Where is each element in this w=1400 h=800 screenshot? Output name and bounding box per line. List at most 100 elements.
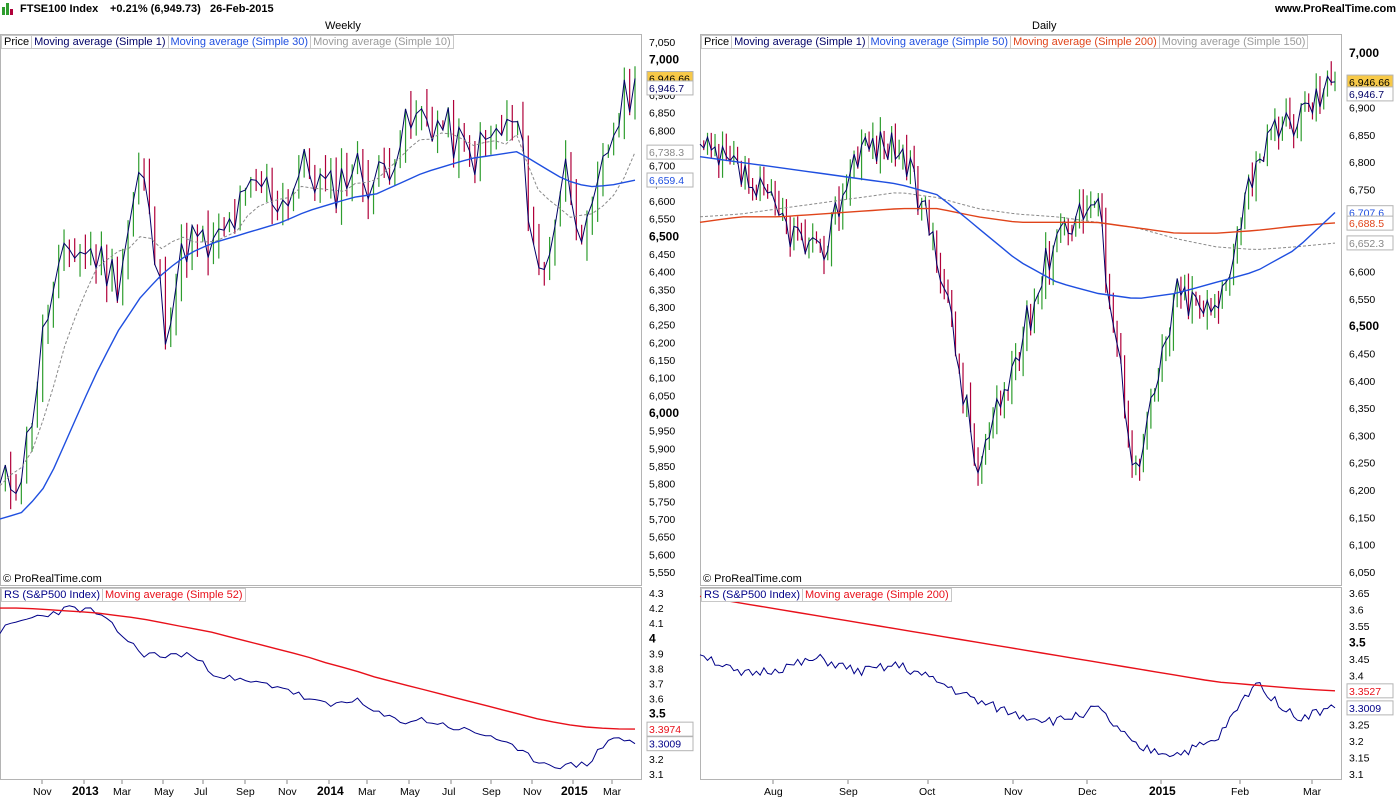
legend-ma10[interactable]: Moving average (Simple 10) — [310, 35, 454, 49]
weekly-axis-tick: 5,750 — [649, 496, 675, 508]
weekly-axis-tick: 5,650 — [649, 532, 675, 544]
weekly-rs-ma-value-text: 3.3974 — [649, 724, 681, 736]
legend-rs-ma200[interactable]: Moving average (Simple 200) — [802, 588, 952, 602]
weekly-axis-tick: 6,850 — [649, 108, 675, 120]
daily-rs-value-label: 3.3009 — [1346, 700, 1394, 716]
legend-ma150[interactable]: Moving average (Simple 150) — [1158, 35, 1309, 49]
weekly-ma30-line — [0, 150, 636, 520]
legend-rs[interactable]: RS (S&P500 Index) — [701, 588, 803, 602]
legend-ma200[interactable]: Moving average (Simple 200) — [1010, 35, 1160, 49]
x-tick-label: Nov — [33, 786, 52, 798]
weekly-axis-tick: 6,500 — [649, 229, 679, 243]
weekly-ma1-value-label: 6,946.7 — [646, 80, 694, 96]
weekly-axis-tick: 6,250 — [649, 320, 675, 332]
daily-title: Daily — [1032, 20, 1057, 32]
x-tick-label: Aug — [764, 786, 783, 798]
weekly-axis-tick: 5,900 — [649, 443, 675, 455]
legend-ma30[interactable]: Moving average (Simple 30) — [167, 35, 312, 49]
x-tick-label: Nov — [523, 786, 542, 798]
weekly-axis-tick: 6,100 — [649, 373, 675, 385]
weekly-ma10-value-label: 6,738.3 — [646, 144, 694, 160]
legend-ma50[interactable]: Moving average (Simple 50) — [867, 35, 1012, 49]
weekly-rs-value-text: 3.3009 — [649, 739, 681, 751]
daily-rs-axis-tick: 3.5 — [1349, 635, 1366, 649]
daily-legend: Price Moving average (Simple 1) Moving ave… — [701, 35, 1309, 49]
weekly-axis-tick: 6,150 — [649, 355, 675, 367]
daily-rs-line — [699, 653, 1336, 758]
x-tick-label: May — [400, 786, 421, 798]
weekly-rs-axis-tick: 4.3 — [649, 588, 664, 600]
weekly-rs-axis-tick: 3.9 — [649, 648, 664, 660]
daily-rs-chart[interactable]: 3.653.63.553.53.453.43.353.33.253.23.153… — [699, 587, 1400, 781]
daily-axis-tick: 6,550 — [1349, 294, 1375, 306]
x-tick-label: Jul — [442, 786, 455, 798]
weekly-ma10-value-box — [646, 144, 694, 160]
daily-rs-axis-tick: 3.45 — [1349, 654, 1370, 666]
daily-rs-ma-value-box — [1346, 683, 1394, 699]
weekly-axis-tick: 6,200 — [649, 337, 675, 349]
x-tick-label: May — [154, 786, 175, 798]
weekly-price-chart[interactable]: 7,0507,0006,9506,9006,8506,8006,7506,700… — [0, 34, 700, 586]
weekly-ma10-line — [0, 132, 636, 487]
weekly-axis-tick: 6,550 — [649, 214, 675, 226]
daily-ma200-value-label: 6,688.5 — [1346, 215, 1394, 231]
site-link[interactable]: www.ProRealTime.com — [1274, 3, 1396, 15]
daily-axis-tick: 6,800 — [1349, 157, 1375, 169]
weekly-axis-tick: 6,600 — [649, 196, 675, 208]
daily-ma1-value-text: 6,946.7 — [1349, 89, 1384, 101]
weekly-axis-tick: 5,600 — [649, 549, 675, 561]
x-tick-label: Mar — [358, 786, 377, 798]
daily-rs-value-text: 3.3009 — [1349, 703, 1381, 715]
daily-rs-ma-value-text: 3.3527 — [1349, 686, 1381, 698]
legend-price[interactable]: Price — [701, 35, 733, 49]
x-tick-label: 2015 — [1149, 784, 1176, 798]
weekly-axis-tick: 6,700 — [649, 161, 675, 173]
daily-axis-tick: 6,750 — [1349, 185, 1375, 197]
x-tick-label: Mar — [113, 786, 132, 798]
candlestick-logo-icon — [2, 3, 14, 15]
weekly-rs-axis-tick: 3.6 — [649, 694, 664, 706]
weekly-rs-ma-line — [0, 607, 636, 730]
daily-axis-tick: 6,200 — [1349, 485, 1375, 497]
daily-axis-tick: 6,300 — [1349, 430, 1375, 442]
weekly-axis-tick: 7,000 — [649, 53, 679, 67]
daily-ma150-value-box — [1346, 235, 1394, 251]
weekly-ma30-value-text: 6,659.4 — [649, 175, 684, 187]
weekly-axis-tick: 5,850 — [649, 461, 675, 473]
daily-ma200-value-text: 6,688.5 — [1349, 218, 1384, 230]
daily-rs-ma-value-label: 3.3527 — [1346, 683, 1394, 699]
weekly-rs-axis-tick: 3.2 — [649, 754, 664, 766]
daily-axis-tick: 6,050 — [1349, 567, 1375, 579]
x-tick-label: Feb — [1231, 786, 1249, 798]
x-tick-label: Dec — [1078, 786, 1097, 798]
weekly-ma1-value-box — [646, 80, 694, 96]
price-change: +0.21% (6,949.73) — [110, 3, 201, 15]
legend-ma1[interactable]: Moving average (Simple 1) — [31, 35, 169, 49]
x-tick-label: Nov — [1004, 786, 1023, 798]
legend-ma1[interactable]: Moving average (Simple 1) — [731, 35, 869, 49]
daily-ma150-value-text: 6,652.3 — [1349, 238, 1384, 250]
weekly-rs-axis-tick: 3.7 — [649, 679, 664, 691]
weekly-rs-value-box — [646, 736, 694, 752]
daily-axis-tick: 6,450 — [1349, 348, 1375, 360]
symbol-label[interactable]: FTSE100 Index — [20, 3, 99, 15]
weekly-title: Weekly — [325, 20, 361, 32]
weekly-rs-chart[interactable]: 4.34.24.143.93.83.73.63.53.43.33.23.13.3… — [0, 587, 700, 781]
daily-rs-ma-line — [699, 595, 1336, 692]
legend-rs[interactable]: RS (S&P500 Index) — [1, 588, 103, 602]
daily-axis-tick: 6,400 — [1349, 376, 1375, 388]
daily-ma1-line — [699, 75, 1336, 475]
daily-ma150-value-label: 6,652.3 — [1346, 235, 1394, 251]
x-tick-label: 2014 — [317, 784, 344, 798]
legend-price[interactable]: Price — [1, 35, 33, 49]
weekly-rs-value-label: 3.3009 — [646, 736, 694, 752]
daily-last-value-text: 6,946.66 — [1349, 77, 1390, 89]
daily-price-chart[interactable]: 7,0006,9506,9006,8506,8006,7506,7006,650… — [699, 34, 1400, 586]
x-tick-label: Sep — [839, 786, 858, 798]
legend-rs-ma52[interactable]: Moving average (Simple 52) — [102, 588, 246, 602]
weekly-axis-tick: 5,700 — [649, 514, 675, 526]
daily-ma1-value-label: 6,946.7 — [1346, 86, 1394, 102]
daily-ma1-value-box — [1346, 86, 1394, 102]
weekly-rs-frame — [0, 587, 642, 780]
x-tick-label: Jul — [194, 786, 207, 798]
